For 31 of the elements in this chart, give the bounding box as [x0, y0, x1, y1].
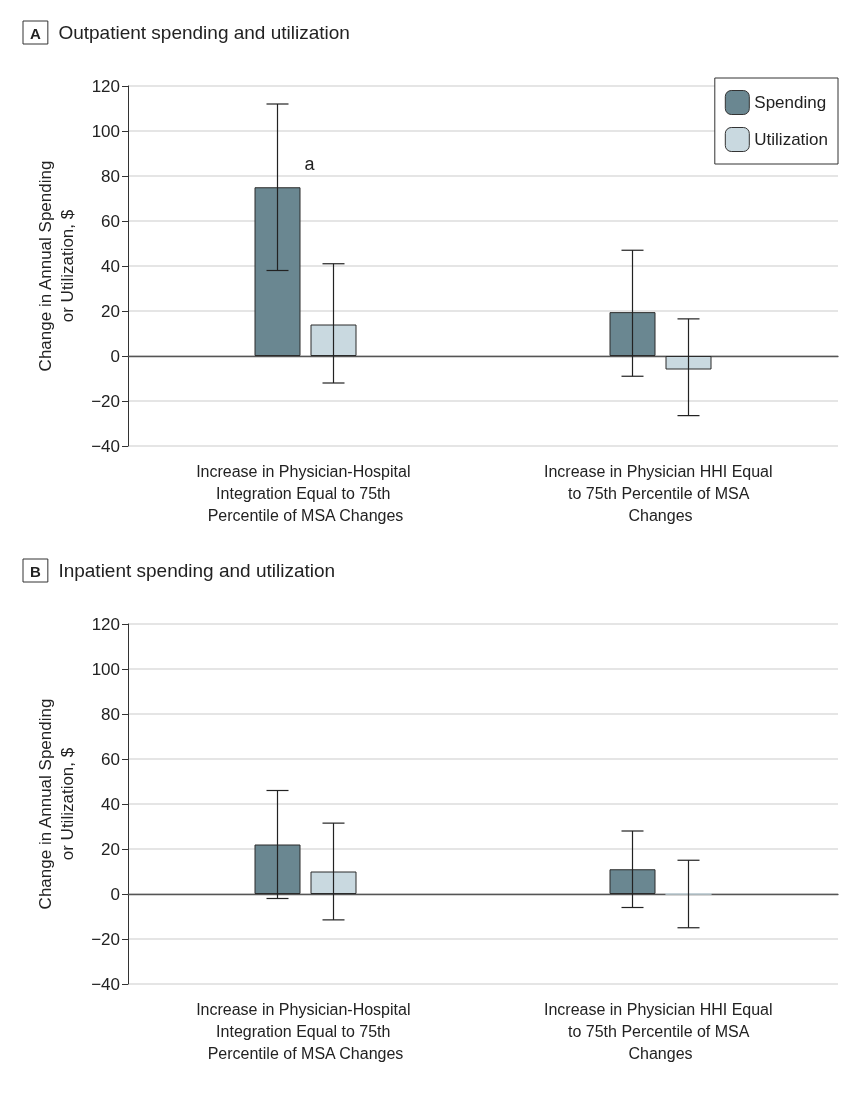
y-axis-title: Change in Annual Spending or Utilization, $	[35, 160, 77, 372]
y-tick-label: 100	[91, 121, 120, 141]
text: A	[30, 25, 41, 42]
y-tick-label: −40	[91, 436, 120, 456]
y-axis-title: Change in Annual Spending or Utilization, $	[35, 698, 77, 910]
y-tick-label: 0	[110, 884, 120, 904]
y-tick-label: 40	[101, 256, 120, 276]
x-tick-label: Increase in Physician-Hospital Integration Equal to 75th Percentile of MSA Changes	[196, 1000, 415, 1062]
x-tick-label: Increase in Physician HHI Equal to 75th Percentile of MSA Changes	[544, 1000, 777, 1062]
y-tick-label: 80	[101, 704, 120, 724]
legend-label: Spending	[754, 93, 827, 112]
y-tick-label: 0	[110, 346, 120, 366]
x-tick-label: Increase in Physician HHI Equal to 75th Percentile of MSA Changes	[544, 462, 777, 524]
y-tick-label: 40	[101, 794, 120, 814]
y-tick-label: 20	[101, 839, 120, 859]
chart-title: Inpatient spending and utilization	[47, 560, 336, 581]
y-tick-label: −20	[91, 929, 120, 949]
chart-title: Outpatient spending and utilization	[47, 22, 350, 43]
y-tick-label: 60	[101, 211, 120, 231]
annotation: a	[304, 154, 316, 175]
legend-label: Utilization	[754, 130, 829, 149]
y-tick-label: 20	[101, 301, 120, 321]
y-tick-label: −20	[91, 391, 120, 411]
y-tick-label: −40	[91, 974, 120, 994]
text: B	[30, 563, 41, 580]
y-tick-label: 100	[91, 659, 120, 679]
y-tick-label: 120	[91, 76, 120, 96]
x-tick-label: Increase in Physician-Hospital Integration Equal to 75th Percentile of MSA Changes	[196, 462, 415, 524]
y-tick-label: 120	[91, 614, 120, 634]
y-tick-label: 60	[101, 749, 120, 769]
y-tick-label: 80	[101, 166, 120, 186]
